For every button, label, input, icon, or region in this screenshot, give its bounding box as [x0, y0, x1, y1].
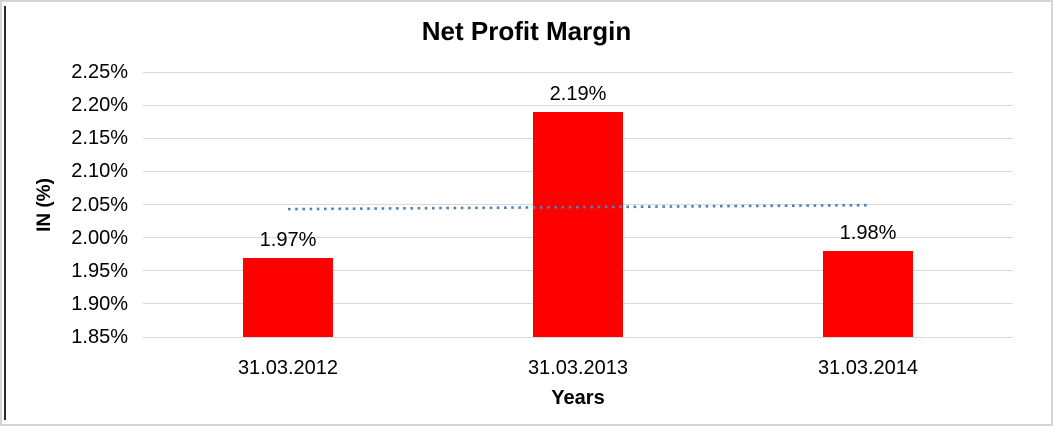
y-tick-label: 2.00% — [71, 226, 128, 249]
bar[interactable] — [243, 257, 333, 337]
gridline — [143, 336, 1013, 338]
y-axis-title: IN (%) — [34, 178, 55, 232]
y-tick-label: 2.05% — [71, 193, 128, 216]
x-tick-label: 31.03.2012 — [237, 357, 339, 379]
bar-value-label: 1.97% — [259, 228, 317, 251]
bar-value-label: 2.19% — [549, 82, 607, 105]
bar[interactable] — [823, 250, 913, 337]
y-tick-label: 1.85% — [71, 326, 128, 348]
y-tick-label: 2.15% — [71, 127, 128, 150]
x-tick-label: 31.03.2013 — [527, 357, 629, 379]
y-tick-label: 1.95% — [71, 259, 128, 282]
gridline — [143, 71, 1013, 73]
left-edge-line — [4, 6, 6, 420]
y-tick-label: 2.25% — [71, 61, 128, 83]
bar-value-label: 1.98% — [839, 221, 897, 244]
chart-title: Net Profit Margin — [421, 16, 632, 46]
gridline — [143, 104, 1013, 106]
x-axis-label: Years — [551, 387, 605, 409]
y-tick-label: 2.20% — [71, 94, 128, 117]
x-tick-label: 31.03.2014 — [817, 357, 919, 379]
y-tick-label: 1.90% — [71, 292, 128, 315]
y-tick-label: 2.10% — [71, 160, 128, 183]
bar[interactable] — [533, 111, 623, 337]
